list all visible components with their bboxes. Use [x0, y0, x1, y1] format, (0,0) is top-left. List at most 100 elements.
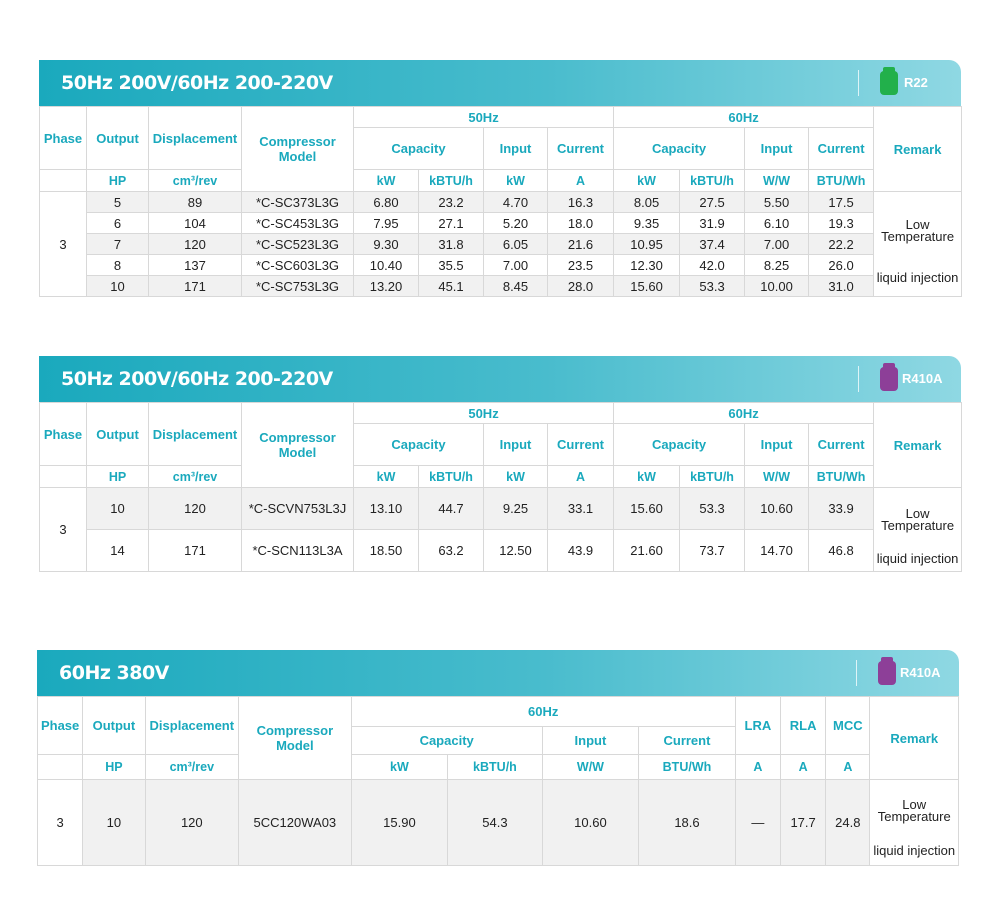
cell: 16.3	[546, 191, 615, 213]
remark-temperature: Temperature	[881, 518, 955, 533]
cell: *C-SC373L3G	[241, 191, 354, 213]
cell: 17.7	[779, 779, 827, 866]
cell: 18.6	[638, 779, 736, 866]
input-header: Input	[744, 423, 810, 466]
capacity-header: Capacity	[350, 726, 543, 755]
remark-cell: Low Temperature liquid injection	[873, 487, 963, 572]
current-header: Current	[546, 423, 615, 466]
input-header: Input	[744, 127, 810, 170]
cell: 4.70	[483, 191, 548, 213]
cell: 23.5	[546, 254, 615, 276]
refrigerant-can-icon	[880, 363, 898, 391]
cell: 15.90	[350, 779, 449, 866]
remark-header: Remark	[869, 696, 959, 780]
unit-cell: BTU/Wh	[808, 169, 875, 192]
remark-cell: Low Temperature liquid injection	[873, 191, 963, 297]
unit-cell: W/W	[541, 754, 640, 780]
refrigerant-can-icon	[878, 657, 896, 685]
unit-cell: cm³/rev	[148, 465, 242, 488]
cell: 63.2	[418, 529, 484, 572]
cell: 33.9	[808, 487, 875, 530]
cell: 8.45	[483, 275, 548, 297]
hz60-header: 60Hz	[613, 402, 875, 424]
remark-injection: liquid injection	[873, 843, 956, 858]
cell: 12.30	[613, 254, 681, 276]
cell: *C-SC523L3G	[241, 233, 354, 255]
spec-block-2: 50Hz 200V/60Hz 200-220V R410A Phase Outp…	[39, 356, 963, 572]
refrigerant-label: R22	[904, 75, 928, 90]
table-row: 3 10 120 *C-SCVN753L3J 13.10 44.7 9.25 3…	[39, 487, 963, 572]
cell: 7.00	[744, 233, 810, 255]
cell: 9.25	[483, 487, 548, 530]
unit-cell	[39, 169, 87, 192]
cell: 21.60	[613, 529, 681, 572]
cell: 10.60	[541, 779, 640, 866]
cell: 10.00	[744, 275, 810, 297]
cell: 120	[148, 487, 242, 530]
remark-temperature: Temperature	[877, 809, 951, 824]
table-row: 7 120 *C-SC523L3G 9.30 31.8 6.05 21.6 10…	[40, 233, 962, 255]
unit-cell: HP	[82, 754, 146, 780]
cell: 42.0	[679, 254, 746, 276]
cell: 17.5	[808, 191, 875, 213]
rla-header: RLA	[779, 696, 827, 755]
mcc-header: MCC	[825, 696, 871, 755]
divider	[858, 366, 859, 392]
cell: 46.8	[808, 529, 875, 572]
unit-cell: kW	[483, 465, 548, 488]
cell: 23.2	[418, 191, 484, 213]
cell: 5	[86, 191, 149, 213]
cell: 43.9	[546, 529, 615, 572]
cell: 8.25	[744, 254, 810, 276]
cell: 10.40	[353, 254, 419, 276]
cell: 171	[148, 275, 242, 297]
table-row: 8 137 *C-SC603L3G 10.40 35.5 7.00 23.5 1…	[40, 254, 962, 276]
hz50-header: 50Hz	[352, 106, 615, 128]
spec-block-1: 50Hz 200V/60Hz 200-220V R22 Phase Output…	[39, 60, 963, 297]
cell: 9.30	[353, 233, 419, 255]
cell: 6.10	[744, 212, 810, 234]
cell: 15.60	[613, 487, 681, 530]
phase-header: Phase	[39, 402, 87, 466]
remark-injection: liquid injection	[876, 551, 959, 566]
unit-cell: A	[546, 169, 615, 192]
unit-cell	[39, 465, 87, 488]
cell: 21.6	[546, 233, 615, 255]
output-header: Output	[86, 402, 149, 466]
remark-cell: Low Temperature liquid injection	[869, 779, 959, 866]
cell: 45.1	[418, 275, 484, 297]
cell: 31.8	[418, 233, 484, 255]
table-title: 60Hz 380V	[59, 662, 169, 684]
cell: *C-SC453L3G	[241, 212, 354, 234]
capacity-header: Capacity	[353, 423, 484, 466]
unit-cell: kBTU/h	[418, 465, 484, 488]
cell: 10	[86, 275, 149, 297]
refrigerant-label: R410A	[902, 371, 943, 386]
capacity-header: Capacity	[613, 423, 746, 466]
hz50-header: 50Hz	[352, 402, 615, 424]
cell: 6.05	[483, 233, 548, 255]
cell: 104	[148, 212, 242, 234]
unit-cell: kW	[353, 465, 419, 488]
hz60-header: 60Hz	[350, 696, 736, 727]
divider	[856, 660, 857, 686]
input-header: Input	[541, 726, 640, 755]
table-row: 3 10 120 5CC120WA03 15.90 54.3 10.60 18.…	[36, 779, 959, 866]
cell: 89	[148, 191, 242, 213]
phase-cell: 3	[36, 779, 84, 866]
cell: 31.0	[808, 275, 875, 297]
cell: *C-SCN113L3A	[241, 529, 354, 572]
spec-block-3: 60Hz 380V R410A Phase Output Displacemen…	[36, 650, 959, 866]
cell: *C-SC753L3G	[241, 275, 354, 297]
unit-cell: kW	[353, 169, 419, 192]
cell: 6.80	[353, 191, 419, 213]
cell: 53.3	[679, 275, 746, 297]
cell: 10	[86, 487, 149, 530]
unit-cell: HP	[86, 169, 149, 192]
unit-cell: kW	[350, 754, 449, 780]
cell: 5.50	[744, 191, 810, 213]
cell: 8	[86, 254, 149, 276]
table-title: 50Hz 200V/60Hz 200-220V	[61, 368, 333, 390]
unit-cell: BTU/Wh	[638, 754, 736, 780]
cell: 7.95	[353, 212, 419, 234]
